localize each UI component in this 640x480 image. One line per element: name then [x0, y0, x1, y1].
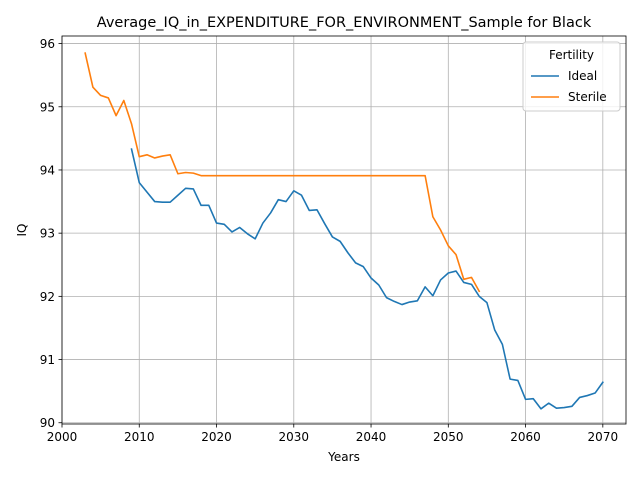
y-tick-label: 94 — [40, 163, 55, 177]
tick-layer: 2000 2010 2020 2030 2040 2050 2060 2070 90 91 92 93… — [40, 37, 618, 444]
chart-title: Average_IQ_in_EXPENDITURE_FOR_ENVIRONMEN… — [97, 15, 592, 31]
series-line-ideal — [130, 148, 604, 410]
legend: Fertility Ideal Sterile — [522, 41, 621, 112]
series-layer — [84, 52, 604, 410]
plot-area-frame — [61, 35, 627, 425]
x-axis-title: Years — [327, 450, 360, 464]
x-tick-label: 2070 — [588, 430, 619, 444]
legend-box — [522, 41, 621, 112]
y-axis-title: IQ — [15, 224, 29, 237]
legend-label-sterile: Sterile — [568, 90, 607, 104]
x-tick-label: 2060 — [510, 430, 541, 444]
x-tick-label: 2010 — [124, 430, 155, 444]
x-tick-label: 2040 — [356, 430, 387, 444]
legend-title: Fertility — [549, 48, 594, 62]
series-line-sterile — [84, 52, 481, 293]
legend-label-ideal: Ideal — [568, 69, 597, 83]
x-tick-label: 2030 — [279, 430, 310, 444]
y-tick-label: 96 — [40, 37, 55, 51]
x-tick-label: 2000 — [47, 430, 78, 444]
y-tick-label: 91 — [40, 353, 55, 367]
y-tick-label: 95 — [40, 100, 55, 114]
legend-entries: Ideal Sterile — [531, 69, 607, 104]
y-tick-label: 92 — [40, 290, 55, 304]
x-tick-label: 2020 — [201, 430, 232, 444]
y-tick-label: 93 — [40, 227, 55, 241]
y-tick-label: 90 — [40, 416, 55, 430]
x-tick-label: 2050 — [433, 430, 464, 444]
